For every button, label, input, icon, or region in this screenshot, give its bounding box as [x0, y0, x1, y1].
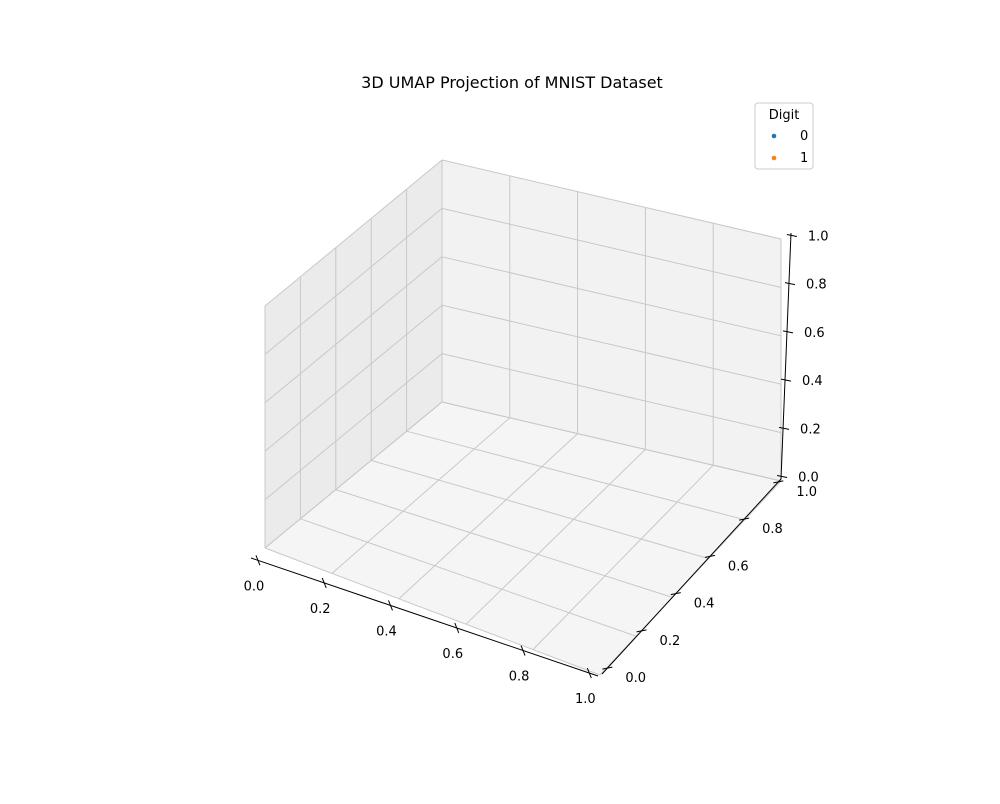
- legend-marker-1: [771, 155, 777, 161]
- legend-frame: [754, 102, 814, 170]
- z-tick-2: [780, 378, 792, 382]
- grid-x-floor-4: [532, 464, 714, 650]
- x-tick-0: [255, 555, 261, 566]
- grid-z-back-1: [441, 353, 782, 434]
- x-tick-4: [520, 645, 526, 656]
- grid-x-floor-1: [331, 417, 511, 574]
- x-tick-1: [321, 577, 327, 589]
- grid-z-left-4: [264, 208, 443, 355]
- y-tick-label-0: 0.0: [625, 671, 646, 686]
- back-pane: [442, 160, 781, 481]
- legend-label-0: 0: [800, 129, 808, 144]
- x-axis-line: [250, 557, 599, 677]
- legend-marker-0: [771, 133, 777, 139]
- axis-panes: [265, 160, 781, 675]
- gridlines: [264, 159, 782, 676]
- z-tick-label-5: 1.0: [808, 229, 829, 244]
- z-tick-label-3: 0.6: [804, 326, 825, 341]
- grid-z-left-2: [264, 304, 443, 452]
- y-tick-label-4: 0.8: [762, 522, 783, 537]
- x-tick-3: [454, 622, 460, 634]
- y-tick-5: [773, 480, 784, 484]
- left-pane: [265, 160, 442, 548]
- y-tick-3: [704, 554, 716, 558]
- y-tick-2: [670, 592, 681, 596]
- grid-z-back-4: [441, 207, 782, 288]
- grid-z-left-0: [264, 401, 443, 549]
- grid-y-floor-0: [264, 547, 601, 676]
- z-tick-label-4: 0.8: [806, 278, 827, 293]
- legend: Digit 0 1: [754, 102, 814, 170]
- x-tick-label-4: 0.8: [509, 670, 530, 685]
- z-tick-1: [778, 426, 790, 430]
- y-axis-line: [601, 478, 782, 675]
- z-tick-label-0: 0.0: [798, 471, 819, 486]
- x-tick-label-5: 1.0: [575, 692, 596, 707]
- grid-z-back-0: [441, 401, 782, 482]
- y-tick-label-1: 0.2: [660, 634, 681, 649]
- x-tick-2: [388, 600, 393, 611]
- y-tick-4: [739, 517, 750, 521]
- z-tick-label-1: 0.2: [800, 422, 821, 437]
- axes: [250, 232, 797, 679]
- chart-title: 3D UMAP Projection of MNIST Dataset: [361, 73, 663, 92]
- z-tick-4: [784, 282, 796, 286]
- z-tick-label-2: 0.4: [802, 374, 823, 389]
- grid-y-floor-2: [335, 489, 673, 598]
- x-tick-label-3: 0.6: [442, 647, 463, 662]
- grid-z-left-1: [264, 353, 443, 500]
- grid-y-floor-3: [371, 459, 709, 560]
- grid-z-left-5: [264, 159, 443, 307]
- y-tick-label-5: 1.0: [796, 485, 817, 500]
- x-tick-label-1: 0.2: [310, 602, 331, 617]
- z-tick-0: [777, 475, 788, 479]
- legend-title: Digit: [769, 108, 800, 123]
- grid-z-back-3: [441, 256, 782, 337]
- x-tick-label-2: 0.4: [376, 624, 397, 639]
- y-tick-label-3: 0.6: [728, 559, 749, 574]
- grid-z-left-3: [264, 256, 443, 404]
- x-tick-label-0: 0.0: [244, 579, 265, 594]
- z-tick-3: [782, 330, 794, 334]
- floor-pane: [265, 402, 781, 675]
- z-axis-line: [780, 232, 792, 480]
- grid-y-floor-4: [406, 430, 745, 521]
- y-tick-label-2: 0.4: [694, 597, 715, 612]
- grid-z-back-2: [441, 304, 782, 385]
- tick-labels: 0.00.20.40.60.81.00.00.20.40.60.81.00.00…: [244, 229, 829, 707]
- y-tick-1: [636, 629, 647, 633]
- legend-label-1: 1: [800, 151, 808, 166]
- grid-x-floor-3: [465, 449, 646, 625]
- grid-x-floor-2: [398, 433, 578, 600]
- z-tick-5: [786, 233, 797, 237]
- y-tick-0: [602, 666, 613, 670]
- grid-y-floor-1: [300, 518, 637, 637]
- grid-z-back-5: [441, 159, 782, 240]
- x-tick-5: [586, 667, 592, 679]
